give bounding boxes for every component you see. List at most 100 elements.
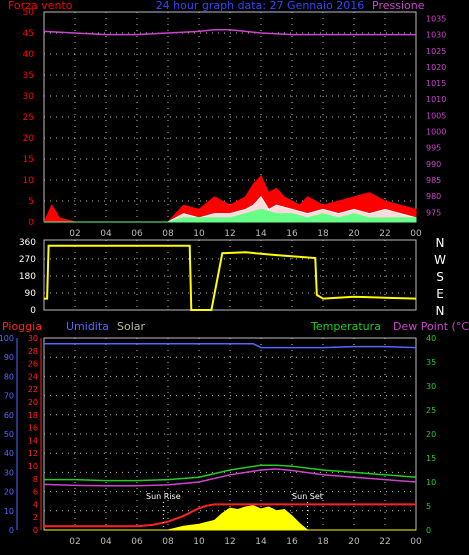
- humidity-tick-label: 0: [9, 526, 14, 535]
- wind-tick-label: 15: [23, 155, 34, 165]
- humidity-tick-label: 50: [4, 430, 14, 439]
- rain-series: [44, 503, 416, 528]
- top-x-tick-label: 02: [69, 229, 80, 239]
- bottom-x-tick-label: 08: [162, 537, 174, 547]
- wind-tick-label: 40: [23, 50, 35, 60]
- pressure-tick-label: 985: [426, 176, 441, 185]
- wind-axis-label: Forza vento: [8, 0, 73, 12]
- sun-rise-label: Sun Rise: [146, 492, 181, 501]
- rain-tick-label: 30: [28, 334, 38, 343]
- temperature-tick-label: 15: [426, 454, 436, 463]
- top-x-tick-label: 16: [286, 229, 298, 239]
- pressure-tick-label: 980: [426, 192, 441, 201]
- rain-tick-label: 14: [28, 436, 38, 445]
- bottom-x-tick-label: 10: [193, 537, 205, 547]
- direction-tick-label: 360: [19, 238, 36, 248]
- rain-tick-label: 16: [28, 424, 38, 433]
- chart-title-text: 24 hour graph data: 27 Gennaio 2016: [156, 0, 365, 12]
- temperature-tick-label: 25: [426, 406, 436, 415]
- rain-tick-label: 4: [33, 500, 38, 509]
- rain-tick-label: 24: [28, 372, 38, 381]
- wind-pressure-panel: 02 04 06 08 10 12 14 16 18 20 22 000510152025303540…: [8, 0, 446, 239]
- temperature-tick-label: 10: [426, 478, 436, 487]
- rain-tick-label: 26: [28, 360, 38, 369]
- pressure-tick-label: 990: [426, 160, 441, 169]
- bottom-x-tick-label: 22: [379, 537, 390, 547]
- rain-tick-label: 12: [28, 449, 38, 458]
- humidity-tick-label: 40: [4, 449, 14, 458]
- top-x-tick-label: 18: [317, 229, 329, 239]
- pressure-tick-label: 1010: [426, 95, 446, 104]
- pressure-tick-label: 1035: [426, 14, 446, 23]
- pressure-tick-label: 1020: [426, 63, 446, 72]
- rain-humidity-temperature-panel: 02 04 06 08 10 12 14 16 18 20 22 000102030405060708…: [0, 320, 469, 547]
- humidity-tick-label: 10: [4, 507, 14, 516]
- top-x-tick-label: 06: [131, 229, 143, 239]
- wind-tick-label: 45: [23, 29, 34, 39]
- humidity-tick-label: 20: [4, 488, 14, 497]
- bottom-x-tick-label: 20: [348, 537, 360, 547]
- dewpoint-series: [43, 468, 417, 487]
- top-x-tick-label: 12: [224, 229, 235, 239]
- pressure-tick-label: 975: [426, 208, 441, 217]
- wind-tick-label: 5: [28, 197, 34, 207]
- wind-direction-series: [44, 244, 417, 311]
- humidity-tick-label: 70: [4, 392, 14, 401]
- top-x-tick-label: 20: [348, 229, 360, 239]
- compass-label: N: [436, 236, 445, 250]
- bottom-x-tick-label: 00: [410, 537, 422, 547]
- bottom-x-tick-label: 02: [69, 537, 80, 547]
- rain-label: Pioggia: [2, 320, 42, 333]
- temperature-label: Temperatura: [310, 320, 381, 333]
- rain-tick-label: 8: [33, 475, 38, 484]
- wind-tick-label: 35: [23, 71, 34, 81]
- rain-tick-label: 18: [28, 411, 38, 420]
- compass-label: W: [434, 253, 446, 267]
- temperature-tick-label: 40: [426, 334, 436, 343]
- direction-tick-label: 90: [25, 289, 37, 299]
- pressure-tick-label: 1030: [426, 31, 446, 40]
- rain-tick-label: 22: [28, 385, 38, 394]
- rain-tick-label: 10: [28, 462, 38, 471]
- humidity-tick-label: 80: [4, 372, 14, 381]
- pressure-tick-label: 1025: [426, 47, 446, 56]
- wind-tick-label: 0: [28, 218, 34, 228]
- pressure-tick-label: 1000: [426, 128, 446, 137]
- compass-label: N: [436, 304, 445, 318]
- rain-tick-label: 28: [28, 347, 38, 356]
- wind-direction-frame: [43, 239, 417, 311]
- bottom-x-tick-label: 04: [100, 537, 112, 547]
- bottom-x-tick-label: 14: [255, 537, 267, 547]
- wind-tick-label: 30: [23, 92, 35, 102]
- sun-set-label: Sun Set: [292, 492, 323, 501]
- top-x-tick-label: 10: [193, 229, 205, 239]
- humidity-tick-label: 30: [4, 468, 14, 477]
- humidity-series: [44, 343, 417, 349]
- rain-tick-label: 20: [28, 398, 38, 407]
- top-x-tick-label: 22: [379, 229, 390, 239]
- average-wind-series: [44, 208, 417, 223]
- pressure-tick-label: 1015: [426, 79, 446, 88]
- temperature-tick-label: 5: [426, 502, 431, 511]
- solar-series: [44, 505, 416, 531]
- pressure-tick-label: 995: [426, 144, 441, 153]
- pressure-axis-label: Pressione: [372, 0, 425, 12]
- wind-tick-label: 50: [23, 8, 35, 18]
- rain-tick-label: 2: [33, 513, 38, 522]
- top-x-tick-label: 04: [100, 229, 112, 239]
- top-x-tick-label: 14: [255, 229, 267, 239]
- temperature-tick-label: 30: [426, 382, 436, 391]
- humidity-tick-label: 90: [4, 353, 14, 362]
- bottom-x-tick-label: 16: [286, 537, 298, 547]
- pressure-series: [43, 29, 416, 36]
- humidity-tick-label: 100: [0, 334, 14, 343]
- temperature-tick-label: 20: [426, 430, 436, 439]
- bottom-x-tick-label: 06: [131, 537, 143, 547]
- top-x-tick-label: 00: [410, 229, 422, 239]
- chart-title: 24 hour graph data: 27 Gennaio 2016: [156, 0, 365, 12]
- direction-tick-label: 270: [19, 255, 36, 265]
- rain-tick-label: 6: [33, 488, 38, 497]
- dewpoint-label: Dew Point (°C): [393, 320, 469, 333]
